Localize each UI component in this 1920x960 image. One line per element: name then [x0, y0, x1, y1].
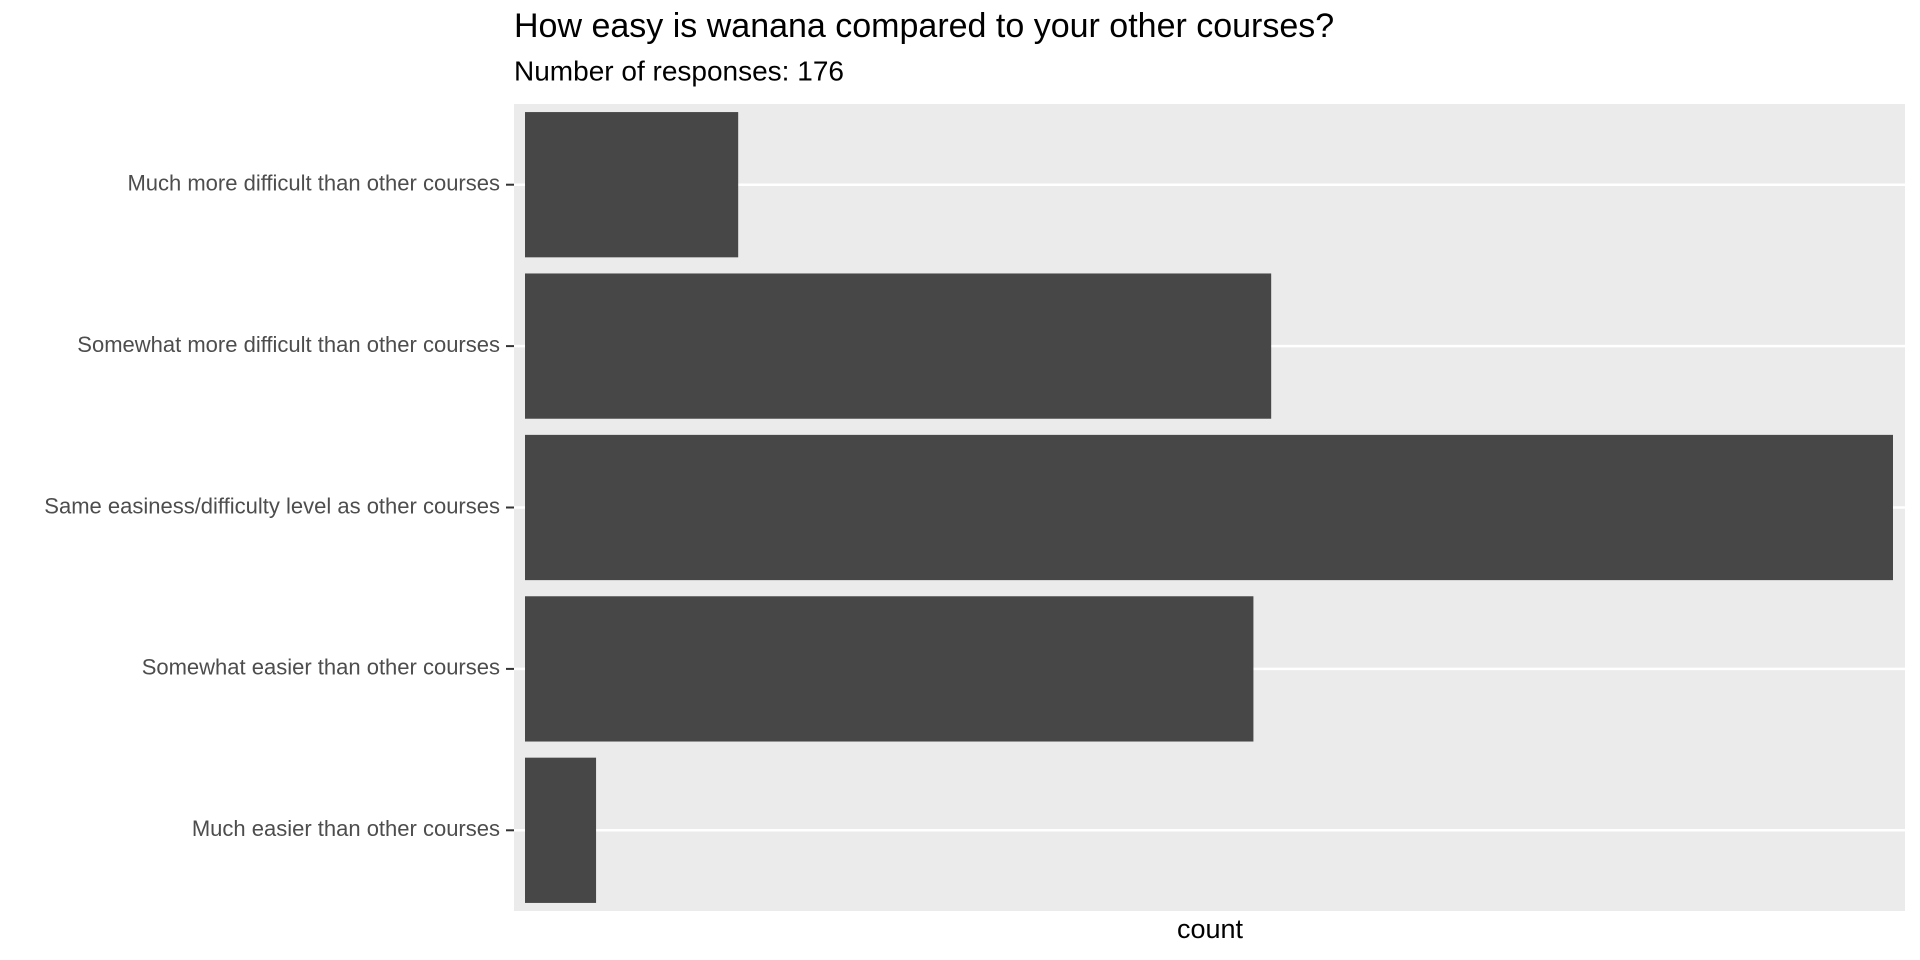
bar — [525, 434, 1893, 581]
y-tick-label: Much more difficult than other courses — [127, 171, 500, 196]
y-tick-label: Somewhat more difficult than other cours… — [77, 332, 500, 357]
chart-title: How easy is wanana compared to your othe… — [514, 7, 1334, 45]
y-tick-label: Much easier than other courses — [192, 816, 500, 841]
bar — [525, 596, 1254, 742]
x-axis-title: count — [1177, 914, 1244, 944]
bar — [525, 112, 739, 258]
y-tick-label: Same easiness/difficulty level as other … — [44, 493, 500, 518]
chart-subtitle: Number of responses: 176 — [514, 55, 844, 86]
bar — [525, 273, 1272, 419]
bar — [525, 757, 597, 903]
y-tick-label: Somewhat easier than other courses — [142, 655, 500, 680]
